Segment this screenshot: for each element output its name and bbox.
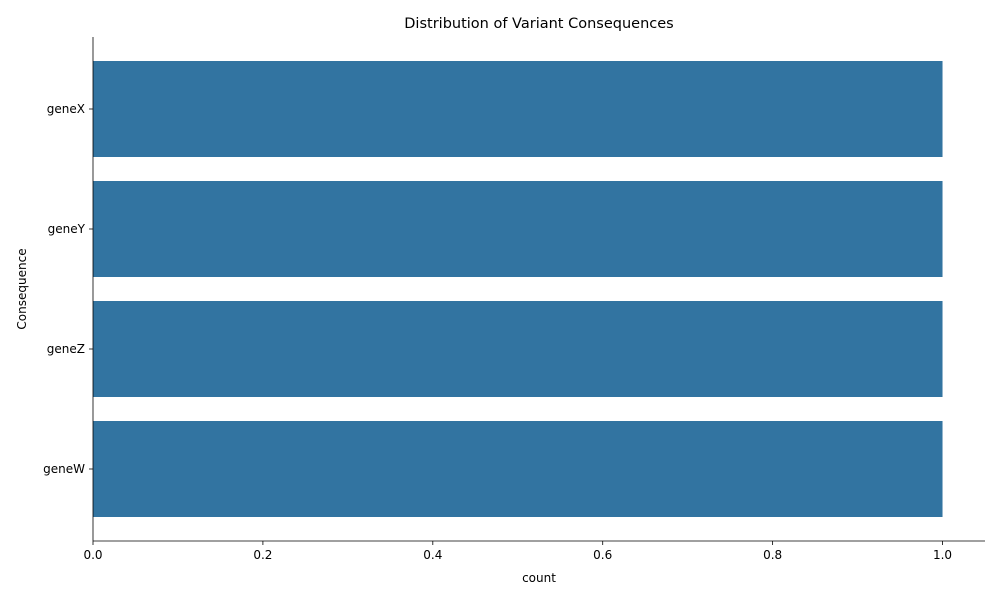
bars-layer bbox=[93, 61, 943, 517]
y-axis-label: Consequence bbox=[15, 248, 29, 329]
x-tick-label: 1.0 bbox=[933, 548, 952, 562]
axes-layer bbox=[92, 37, 985, 542]
bar-geneX bbox=[93, 61, 943, 157]
y-tick-label: geneY bbox=[48, 222, 86, 236]
bar-geneW bbox=[93, 421, 943, 517]
bar-geneZ bbox=[93, 301, 943, 397]
y-ticks: geneX geneY geneZ geneW bbox=[43, 102, 93, 476]
y-tick-label: geneW bbox=[43, 462, 85, 476]
x-tick-label: 0.2 bbox=[253, 548, 272, 562]
x-tick-label: 0.6 bbox=[593, 548, 612, 562]
x-ticks: 0.0 0.2 0.4 0.6 0.8 1.0 bbox=[83, 541, 952, 562]
y-tick-label: geneZ bbox=[47, 342, 85, 356]
chart-title: Distribution of Variant Consequences bbox=[404, 16, 673, 32]
x-axis-label: count bbox=[522, 571, 556, 585]
x-tick-label: 0.4 bbox=[423, 548, 442, 562]
x-tick-label: 0.0 bbox=[83, 548, 102, 562]
x-tick-label: 0.8 bbox=[763, 548, 782, 562]
bar-geneY bbox=[93, 181, 943, 277]
y-tick-label: geneX bbox=[47, 102, 85, 116]
